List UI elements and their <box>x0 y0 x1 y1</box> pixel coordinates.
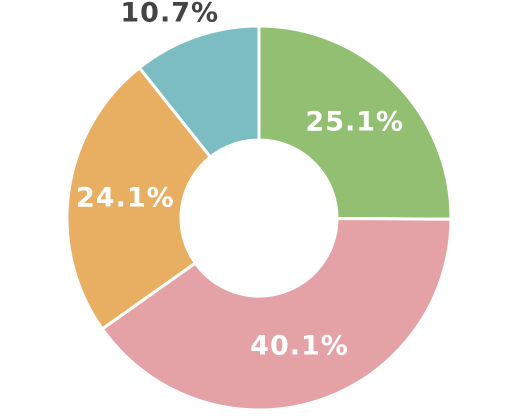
value-label: 40.1% <box>250 330 349 361</box>
value-label: 24.1% <box>76 182 175 213</box>
slice <box>257 24 453 221</box>
slice <box>100 216 453 412</box>
value-label: 10.7% <box>120 0 219 28</box>
slice <box>137 24 261 160</box>
slice <box>65 65 213 331</box>
value-label: 25.1% <box>305 106 404 137</box>
